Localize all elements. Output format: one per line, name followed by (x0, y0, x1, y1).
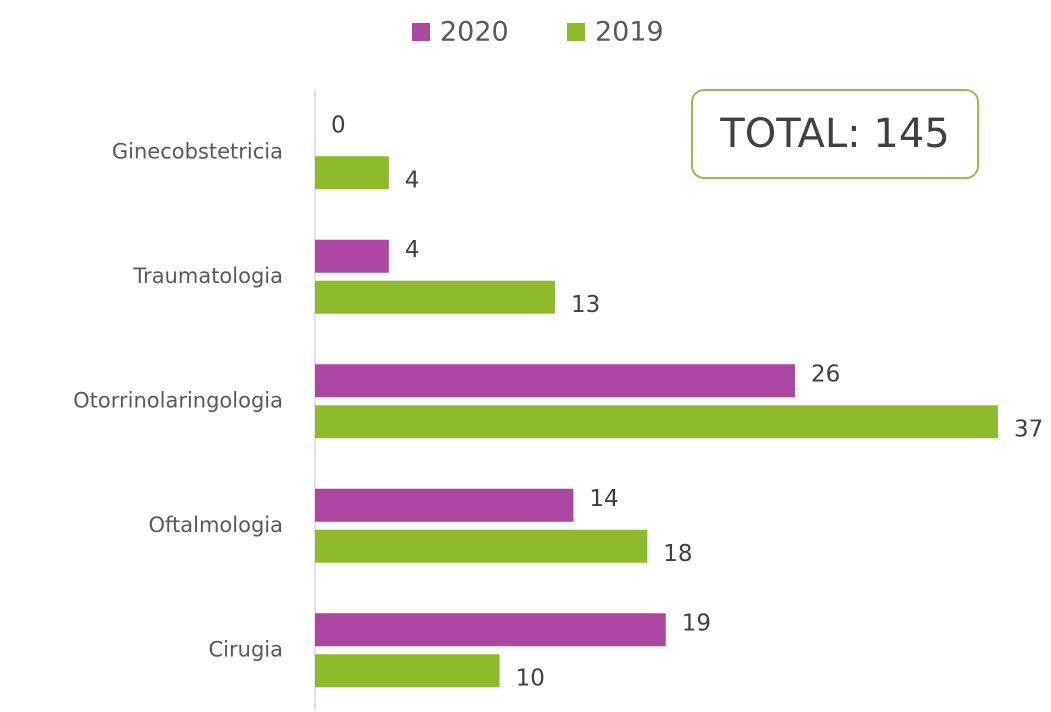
y-tick-label: Ginecobstetricia (112, 139, 283, 163)
legend-label: 2020 (440, 17, 509, 48)
y-tick-label: Oftalmologia (148, 513, 283, 537)
bar (315, 529, 648, 563)
y-tick-label: Otorrinolaringologia (73, 388, 283, 412)
bar (315, 280, 555, 314)
data-label: 14 (589, 486, 618, 512)
data-label: 37 (1014, 416, 1043, 442)
annotation: TOTAL: 145 (719, 111, 949, 157)
y-tick-label: Cirugia (209, 637, 283, 661)
data-label: 26 (811, 361, 840, 387)
bar (315, 239, 389, 273)
data-label: 4 (405, 237, 420, 263)
y-tick-label: Traumatologia (132, 264, 283, 288)
bar (315, 405, 998, 439)
bar (315, 364, 795, 398)
legend-swatch (567, 23, 585, 41)
legend-swatch (412, 23, 430, 41)
data-label: 13 (571, 292, 600, 318)
bar (315, 613, 666, 647)
data-label: 4 (405, 167, 420, 193)
legend-label: 2019 (595, 17, 664, 48)
annotation-box (691, 89, 979, 179)
bar (315, 488, 574, 522)
bar (315, 156, 389, 190)
data-label: 10 (516, 665, 545, 691)
data-label: 19 (682, 610, 711, 636)
data-label: 18 (663, 541, 692, 567)
bar (315, 654, 500, 688)
data-label: 0 (331, 112, 346, 138)
